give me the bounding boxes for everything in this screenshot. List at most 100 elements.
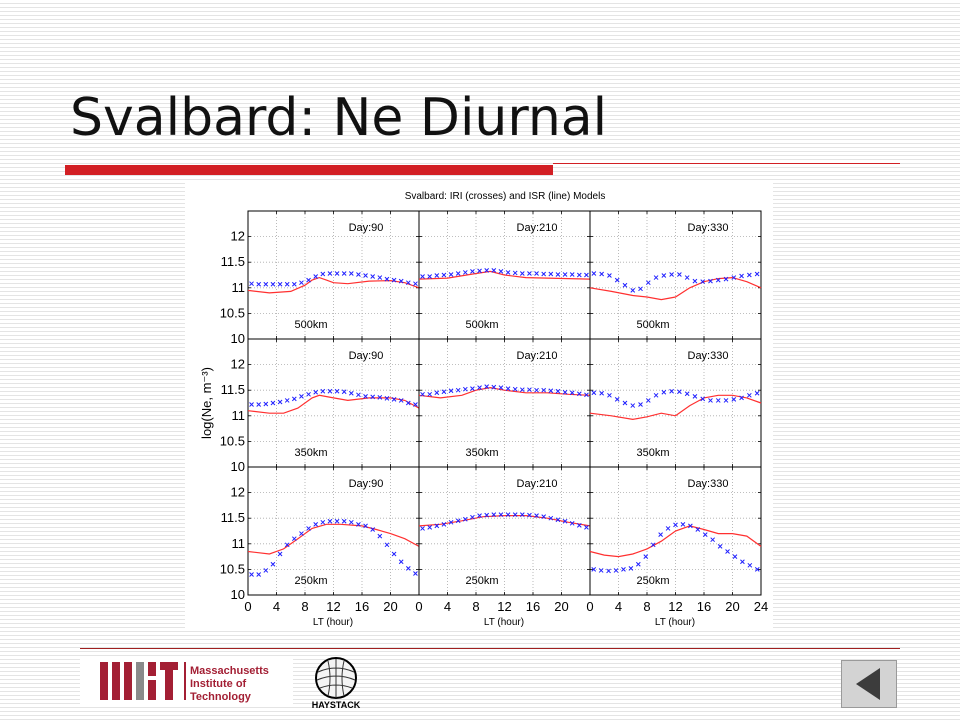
iri-point	[270, 561, 276, 567]
iri-point	[370, 394, 376, 400]
panel-altitude-label: 500km	[636, 319, 669, 331]
iri-point	[249, 572, 254, 577]
iri-point	[541, 387, 547, 393]
panel-6: Day:330 350km	[589, 338, 762, 468]
x-tick-label: 4	[444, 599, 451, 614]
triangle-left-icon	[856, 668, 880, 700]
iri-point	[584, 272, 589, 278]
iri-point	[548, 515, 554, 521]
iri-point	[715, 277, 721, 283]
iri-point	[356, 521, 361, 527]
iri-point	[541, 271, 547, 277]
iri-point	[327, 388, 333, 394]
iri-point	[661, 389, 667, 395]
iri-point	[658, 532, 663, 537]
iri-point	[320, 271, 326, 277]
chart-panels: Day:90 500km 10 10.5 11 11.5 12 Day:210 500km Day…	[220, 210, 768, 614]
iri-point	[746, 392, 752, 398]
iri-point	[363, 393, 368, 399]
iri-point	[391, 277, 397, 283]
iri-point	[405, 566, 411, 571]
iri-point	[700, 396, 706, 402]
iri-point	[732, 554, 738, 559]
iri-point	[313, 389, 319, 395]
iri-point	[391, 397, 397, 402]
y-tick-label: 10	[231, 331, 245, 346]
isr-line	[247, 523, 420, 555]
iri-point	[420, 391, 425, 397]
iri-point	[653, 275, 659, 280]
iri-point	[455, 387, 461, 393]
iri-point	[334, 518, 340, 524]
iri-point	[669, 272, 674, 277]
iri-point	[584, 525, 589, 530]
iri-point	[448, 272, 454, 277]
back-button[interactable]	[841, 660, 897, 708]
iri-point	[622, 400, 628, 406]
iri-point	[700, 279, 706, 285]
y-tick-label: 12	[231, 357, 245, 372]
iri-point	[630, 403, 636, 408]
iri-point	[420, 274, 425, 279]
iri-point	[377, 395, 383, 400]
y-tick-label: 11	[232, 536, 246, 551]
iri-point	[327, 518, 333, 524]
iri-point	[754, 390, 760, 396]
y-tick-label: 11	[232, 280, 246, 295]
mit-logo-graphic: Massachusetts Institute of Technology	[100, 662, 269, 703]
iri-point	[584, 392, 589, 398]
iri-point	[448, 388, 454, 394]
iri-point	[534, 387, 539, 393]
iri-point	[534, 513, 539, 518]
chart-xlabel-3: LT (hour)	[655, 617, 695, 628]
iri-point	[299, 280, 304, 286]
iri-point	[270, 400, 276, 406]
iri-point	[477, 513, 482, 518]
iri-point	[505, 512, 511, 517]
iri-point	[384, 276, 390, 282]
panel-altitude-label: 500km	[294, 319, 327, 331]
iri-point	[405, 400, 411, 406]
iri-point	[491, 384, 497, 390]
iri-point	[398, 559, 404, 565]
y-tick-label: 10.5	[220, 305, 245, 320]
x-tick-label: 16	[697, 599, 711, 614]
iri-point	[348, 519, 354, 525]
chart-figure: Svalbard: IRI (crosses) and ISR (line) M…	[185, 181, 773, 629]
y-tick-label: 10	[231, 587, 245, 602]
mit-logo-line-3: Technology	[190, 691, 252, 703]
iri-point	[448, 519, 454, 525]
chart-xlabel-2: LT (hour)	[484, 617, 524, 628]
iri-point	[715, 398, 721, 403]
y-tick-label: 11.5	[221, 510, 245, 525]
x-tick-label: 12	[326, 599, 340, 614]
iri-point	[562, 518, 568, 524]
iri-point	[555, 517, 561, 523]
iri-point	[519, 387, 525, 393]
panel-day-label: Day:90	[349, 478, 384, 490]
iri-point	[427, 391, 433, 397]
mit-logo: Massachusetts Institute of Technology	[80, 658, 293, 706]
iri-point	[723, 276, 729, 282]
x-tick-label: 0	[244, 599, 251, 614]
mit-logo-line-2: Institute of	[190, 678, 247, 690]
iri-point	[527, 271, 532, 276]
iri-point	[512, 512, 518, 517]
iri-point	[519, 271, 525, 276]
iri-point	[740, 559, 745, 565]
iri-point	[638, 402, 643, 407]
iri-point	[256, 572, 262, 577]
iri-point	[746, 272, 752, 278]
iri-point	[334, 271, 340, 276]
iri-point	[477, 385, 482, 390]
panel-4: Day:90 350km 10 10.5 11 11.5 12	[220, 338, 420, 474]
iri-point	[702, 532, 708, 537]
panel-day-label: Day:210	[517, 478, 558, 490]
iri-point	[512, 270, 518, 276]
chart-ylabel: log(Ne, m⁻³)	[199, 367, 214, 439]
iri-point	[249, 402, 254, 407]
iri-point	[313, 521, 319, 527]
iri-point	[484, 512, 490, 518]
iri-point	[555, 388, 561, 394]
iri-point	[363, 273, 368, 278]
